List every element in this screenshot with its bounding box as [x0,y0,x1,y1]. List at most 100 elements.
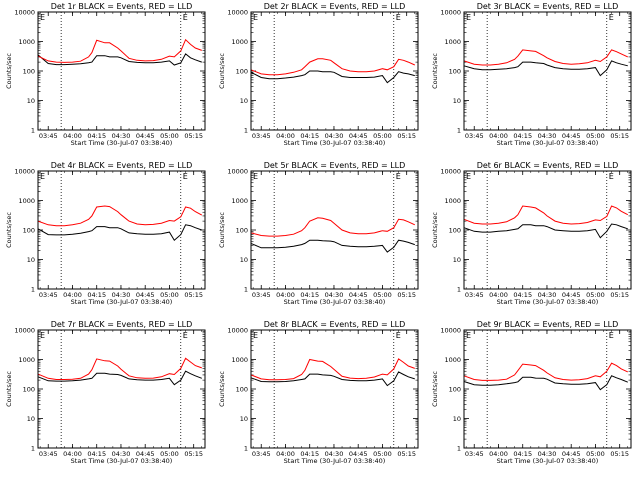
y-tick-label: 10 [240,97,248,105]
lld-series-line [37,357,202,380]
y-axis-label: Counts/sec [5,53,13,89]
lld-series-line [37,205,203,227]
y-tick-label: 1000 [18,38,35,46]
panel-det-4: Det 4r BLACK = Events, RED = LLD Counts/s… [5,161,206,306]
y-axis-label: Counts/sec [431,53,439,89]
y-tick-label: 100 [236,227,248,235]
x-tick-label: 05:00 [160,291,179,299]
corner-label: E [183,13,188,22]
x-tick-label: 04:15 [87,450,106,458]
y-tick-label: 10 [453,256,461,264]
y-axis-label: Counts/sec [218,212,226,248]
events-series-line [37,224,202,241]
y-tick-label: 1 [31,127,35,135]
lld-series-line [250,217,416,237]
x-tick-label: 04:30 [538,450,557,458]
y-tick-label: 1 [244,286,248,294]
x-tick-label: 04:00 [63,450,82,458]
corner-label: E [396,172,401,181]
events-series-line [250,371,415,387]
y-tick-label: 1000 [231,356,248,364]
x-tick-label: 04:30 [538,291,557,299]
plot-frame [463,170,632,290]
y-tick-label: 100 [23,386,35,394]
plot-frame [250,170,419,290]
x-tick-label: 05:00 [586,291,605,299]
x-axis-label: Start Time (30-Jul-07 03:38:40) [497,139,599,147]
plot-frame [250,11,419,131]
y-tick-label: 100 [23,68,35,76]
events-series-line [37,370,202,386]
lld-series-line [37,38,202,63]
x-axis-label: Start Time (30-Jul-07 03:38:40) [284,139,386,147]
x-tick-label: 05:00 [373,291,392,299]
corner-label: E [466,331,471,340]
corner-label: E [253,172,258,181]
y-tick-label: 10000 [440,327,461,335]
y-axis-label: Counts/sec [431,212,439,248]
panel-det-3: Det 3r BLACK = Events, RED = LLD Counts/s… [431,2,632,147]
corner-label: E [396,331,401,340]
x-tick-label: 05:15 [610,291,629,299]
plot-frame [250,329,419,449]
x-tick-label: 04:45 [136,291,155,299]
plot-frame [37,170,206,290]
x-tick-label: 05:15 [610,132,629,140]
y-tick-label: 10000 [227,327,248,335]
x-tick-label: 03:45 [465,132,484,140]
x-tick-label: 03:45 [39,291,58,299]
corner-label: E [609,172,614,181]
plot-frame [463,329,632,449]
events-series-line [250,239,415,253]
lld-series-line [463,49,629,66]
lld-series-line [250,358,415,381]
y-tick-label: 10000 [227,9,248,17]
corner-label: E [183,331,188,340]
x-tick-label: 04:30 [112,291,131,299]
corner-label: E [40,13,45,22]
panel-title: Det 5r BLACK = Events, RED = LLD [264,161,406,170]
corner-label: E [40,172,45,181]
x-axis-label: Start Time (30-Jul-07 03:38:40) [71,298,173,306]
x-tick-label: 04:45 [562,291,581,299]
y-tick-label: 1 [31,286,35,294]
x-tick-label: 05:15 [184,450,203,458]
y-tick-label: 1 [31,445,35,453]
y-tick-label: 1000 [231,197,248,205]
y-tick-label: 10000 [14,9,35,17]
x-axis-label: Start Time (30-Jul-07 03:38:40) [284,457,386,465]
x-tick-label: 04:15 [87,291,106,299]
events-series-line [37,53,202,66]
plot-frame [463,11,632,131]
corner-label: E [609,331,614,340]
x-tick-label: 05:15 [397,132,416,140]
y-tick-label: 100 [449,227,461,235]
panel-title: Det 7r BLACK = Events, RED = LLD [51,320,193,329]
x-axis-label: Start Time (30-Jul-07 03:38:40) [71,457,173,465]
y-tick-label: 1 [244,127,248,135]
y-tick-label: 10 [453,415,461,423]
y-tick-label: 10 [27,256,35,264]
x-tick-label: 04:00 [489,450,508,458]
x-tick-label: 04:15 [300,132,319,140]
panel-title: Det 4r BLACK = Events, RED = LLD [51,161,193,170]
corner-label: E [253,331,258,340]
panel-title: Det 2r BLACK = Events, RED = LLD [264,2,406,11]
panel-det-9: Det 9r BLACK = Events, RED = LLD Counts/s… [431,320,632,465]
x-tick-label: 03:45 [39,450,58,458]
y-tick-label: 1000 [18,356,35,364]
x-tick-label: 03:45 [465,450,484,458]
y-tick-label: 1000 [444,38,461,46]
x-tick-label: 05:00 [586,132,605,140]
y-tick-label: 10000 [440,9,461,17]
panel-det-6: Det 6r BLACK = Events, RED = LLD Counts/s… [431,161,632,306]
x-tick-label: 04:45 [136,450,155,458]
x-tick-label: 04:00 [276,132,295,140]
x-tick-label: 04:15 [300,291,319,299]
x-tick-label: 05:00 [160,450,179,458]
x-tick-label: 04:15 [300,450,319,458]
x-tick-label: 04:00 [276,450,295,458]
y-tick-label: 1000 [444,197,461,205]
y-tick-label: 10000 [14,168,35,176]
